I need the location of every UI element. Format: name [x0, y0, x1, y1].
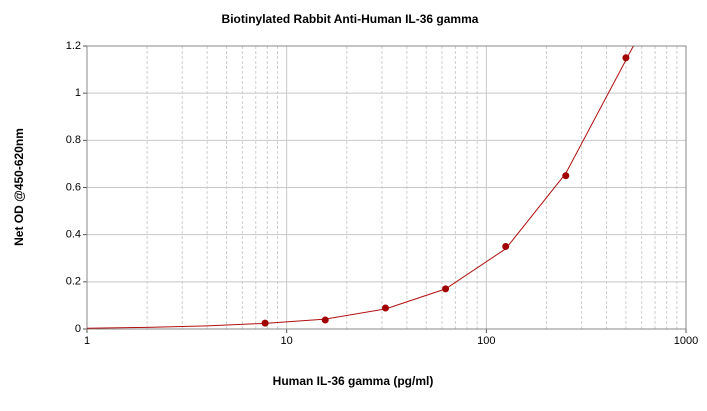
- x-tick-label: 1000: [674, 335, 698, 347]
- y-tick-label: 0.2: [66, 276, 81, 288]
- x-axis-label: Human IL-36 gamma (pg/ml): [273, 374, 434, 388]
- data-point: [261, 319, 269, 327]
- y-tick-label: 1: [75, 87, 81, 99]
- y-tick-label: 1.2: [66, 40, 81, 52]
- x-tick-label: 10: [281, 335, 293, 347]
- chart-title: Biotinylated Rabbit Anti-Human IL-36 gam…: [222, 12, 479, 26]
- y-tick-label: 0.6: [66, 181, 81, 193]
- data-point: [381, 304, 389, 312]
- data-point: [502, 242, 510, 250]
- x-tick-label: 1: [84, 335, 90, 347]
- data-point: [562, 172, 570, 180]
- data-point: [622, 54, 630, 62]
- y-tick-label: 0: [75, 323, 81, 335]
- y-tick-label: 0.8: [66, 134, 81, 146]
- data-point: [321, 316, 329, 324]
- plot-frame: [86, 45, 687, 330]
- data-point: [442, 285, 450, 293]
- x-tick-label: 100: [477, 335, 495, 347]
- y-tick-label: 0.4: [66, 229, 81, 241]
- y-axis-label: Net OD @450-620nm: [12, 128, 26, 246]
